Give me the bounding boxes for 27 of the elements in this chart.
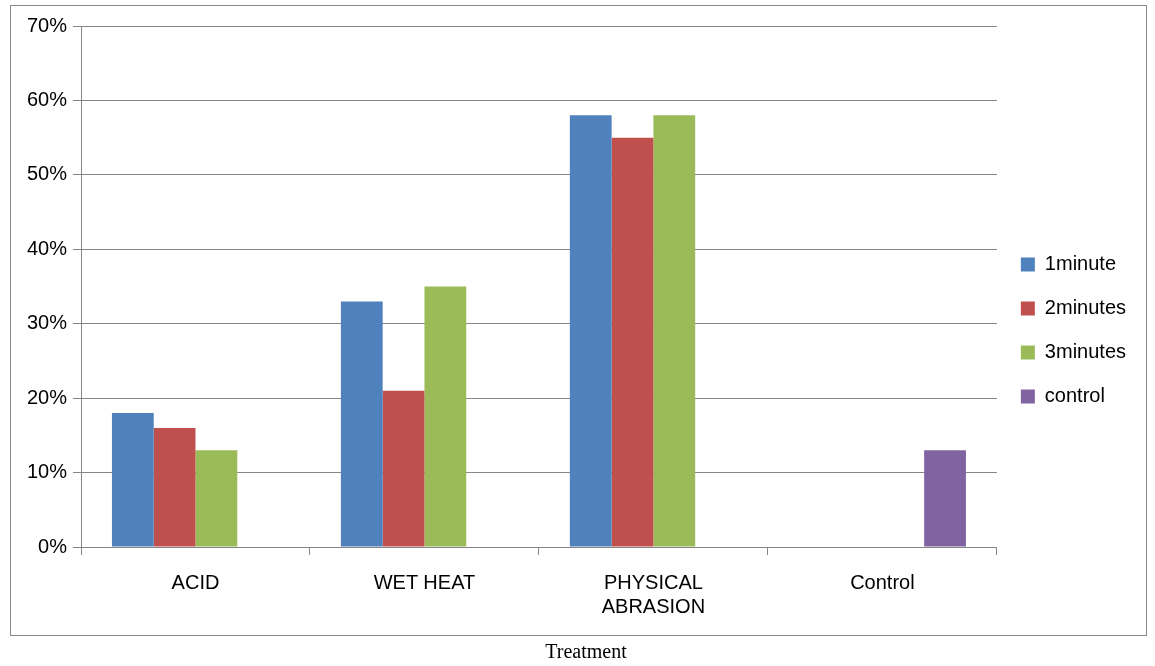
legend-label: 3minutes [1044, 340, 1126, 363]
legend-label: 1minute [1044, 252, 1116, 275]
legend-label: control [1044, 384, 1105, 407]
y-tick-label: 70% [27, 13, 68, 36]
x-tick-label: PHYSICAL ABRASION [601, 570, 706, 617]
y-tick-label: 30% [27, 311, 68, 334]
bar [195, 450, 238, 547]
y-tick-label: 0% [38, 534, 68, 557]
bar [611, 137, 654, 547]
bar [340, 301, 383, 547]
bar [382, 390, 425, 547]
legend-label: 2minutes [1044, 296, 1126, 319]
x-tick-label: ACID [171, 570, 220, 593]
x-tick-label: Control [850, 570, 915, 593]
x-axis-title: Treatment [544, 640, 628, 663]
y-tick-label: 50% [27, 162, 68, 185]
bar [924, 450, 966, 547]
y-tick-label: 60% [27, 87, 68, 110]
y-tick-label: 10% [27, 460, 68, 483]
bar [111, 413, 154, 547]
bar [424, 286, 467, 547]
y-tick-label: 20% [27, 385, 68, 408]
bar [653, 115, 696, 547]
bar [569, 115, 612, 547]
y-tick-label: 40% [27, 236, 68, 259]
bar [153, 427, 196, 547]
x-tick-label: WET HEAT [373, 570, 476, 593]
